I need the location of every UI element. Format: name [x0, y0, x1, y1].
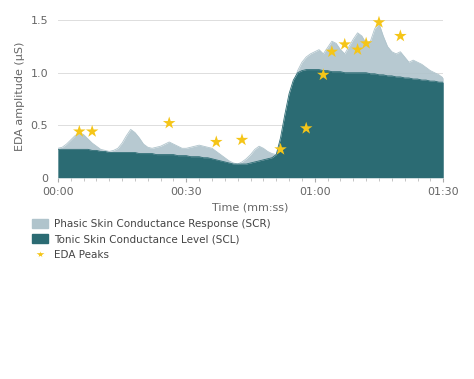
Point: [165, 120, 173, 126]
Point: [375, 19, 383, 25]
Point: [362, 40, 370, 46]
Point: [212, 139, 220, 145]
Point: [277, 146, 284, 152]
Point: [302, 125, 310, 132]
Point: [238, 137, 246, 143]
X-axis label: Time (mm:ss): Time (mm:ss): [212, 202, 289, 212]
Point: [354, 47, 361, 53]
Point: [328, 49, 336, 55]
Point: [75, 128, 83, 135]
Y-axis label: EDA amplitude (μS): EDA amplitude (μS): [15, 42, 25, 151]
Point: [319, 72, 327, 78]
Legend: Phasic Skin Conductance Response (SCR), Tonic Skin Conductance Level (SCL), EDA : Phasic Skin Conductance Response (SCR), …: [32, 219, 271, 260]
Point: [341, 41, 348, 47]
Point: [88, 128, 96, 135]
Point: [397, 33, 404, 39]
